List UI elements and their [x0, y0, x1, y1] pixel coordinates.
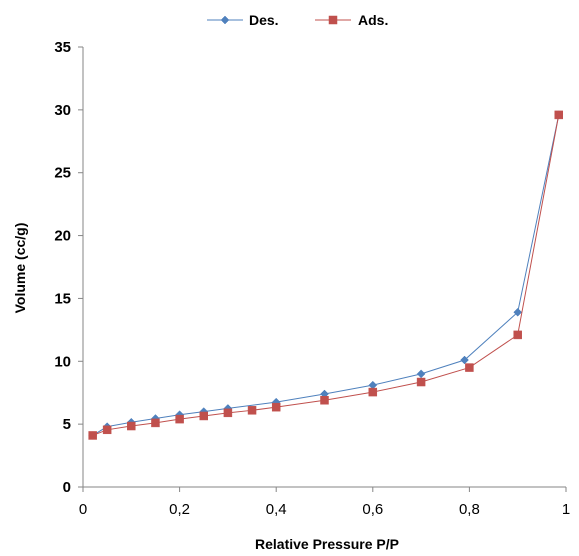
x-tick-label: 0	[79, 501, 87, 518]
legend-label-ads: Ads.	[358, 12, 388, 28]
data-point-des	[460, 355, 469, 365]
data-point-ads	[554, 110, 564, 120]
data-point-ads	[88, 431, 97, 440]
legend: Des. Ads.	[207, 12, 388, 28]
x-tick-label: 0,4	[266, 501, 287, 518]
y-tick-label: 5	[63, 416, 71, 433]
legend-label-des: Des.	[249, 12, 279, 28]
x-tick-label: 0,2	[169, 501, 190, 518]
data-point-ads	[247, 406, 257, 415]
data-point-ads	[416, 377, 426, 387]
y-tick-label: 15	[54, 290, 71, 307]
data-point-ads	[465, 363, 474, 372]
x-tick-label: 1	[562, 501, 570, 518]
x-tick-label: 0,8	[459, 501, 480, 518]
data-point-ads	[320, 396, 329, 405]
y-tick-label: 0	[63, 479, 71, 496]
legend-item-ads: Ads.	[315, 12, 388, 28]
axes	[82, 47, 566, 488]
data-point-ads	[368, 387, 378, 397]
data-point-ads	[513, 330, 522, 340]
data-point-ads	[271, 402, 281, 412]
data-point-ads	[127, 421, 136, 431]
legend-marker-des	[220, 15, 230, 25]
y-tick-label: 35	[54, 39, 71, 56]
data-point-ads	[102, 425, 112, 435]
data-point-des	[416, 369, 426, 379]
y-tick-label: 25	[54, 165, 71, 182]
series-line-ads	[92, 114, 560, 436]
data-point-des	[513, 307, 523, 317]
series-line-des	[92, 114, 560, 436]
data-point-ads	[175, 414, 184, 424]
x-axis-title: Relative Pressure P/P	[255, 536, 399, 552]
y-tick-label: 20	[54, 228, 71, 245]
series-des	[88, 110, 564, 440]
x-tick-label: 0,6	[362, 501, 383, 518]
data-point-ads	[151, 418, 160, 428]
data-point-ads	[199, 411, 208, 421]
series-layer	[88, 110, 564, 440]
series-ads	[88, 110, 564, 440]
y-tick-label: 10	[54, 353, 71, 370]
data-point-ads	[223, 408, 233, 418]
legend-item-des: Des.	[207, 12, 279, 28]
legend-marker-ads	[328, 15, 338, 25]
y-axis-title: Volume (cc/g)	[12, 223, 28, 314]
y-tick-label: 30	[54, 102, 71, 119]
ticks: 0 5 10 15 20 25 30 35 0 0,2 0,4 0,6 0,8 1	[54, 39, 570, 518]
